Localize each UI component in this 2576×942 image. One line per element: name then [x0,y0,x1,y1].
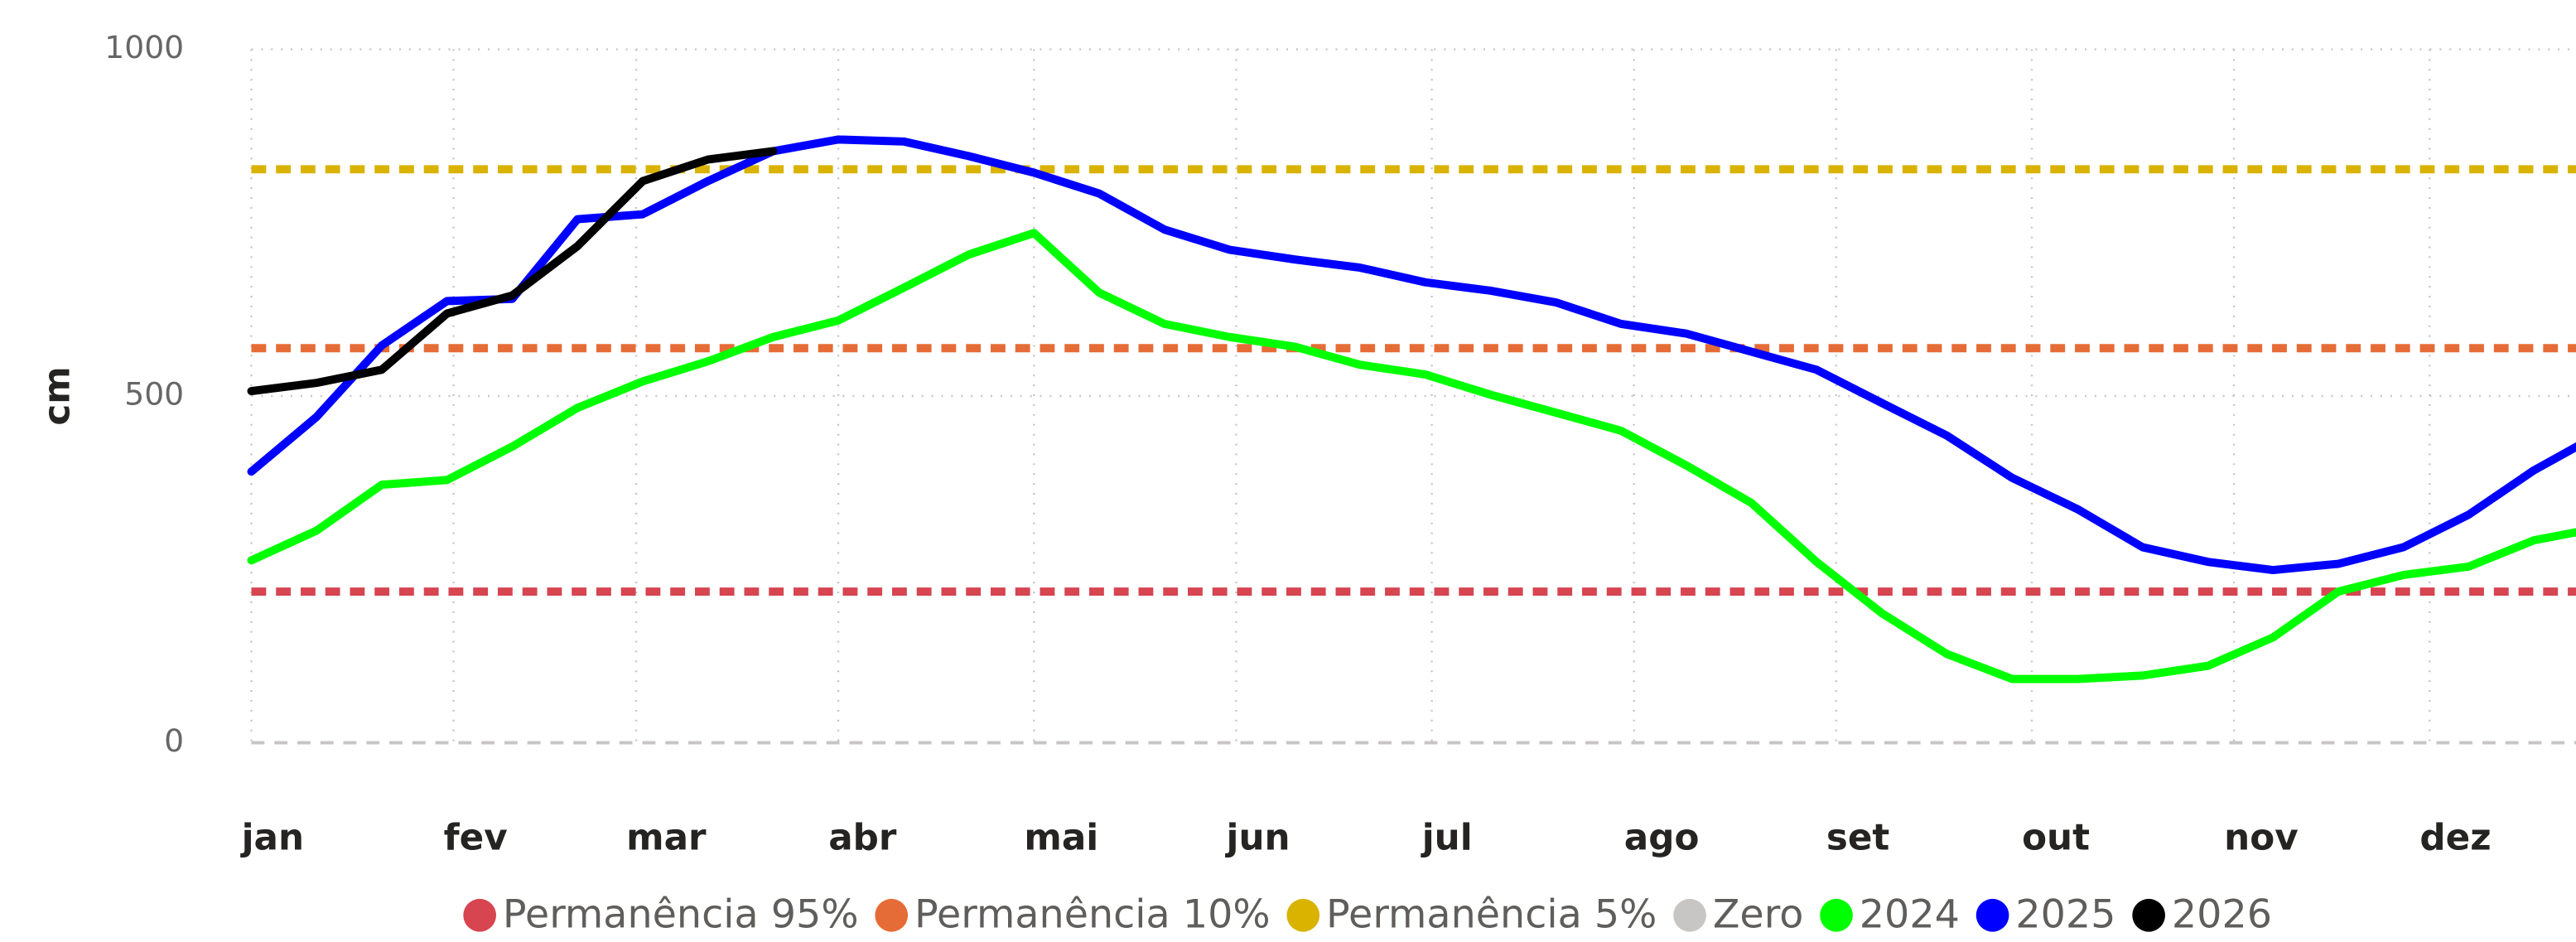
legend-label: 2024 [1860,892,1960,938]
series-line [247,229,2576,684]
x-tick-label: abr [828,818,897,859]
y-tick-label: 500 [124,376,184,413]
legend-marker [2132,898,2165,932]
legend-label: Permanência 5% [1326,892,1657,938]
legend-item: Permanência 5% [1286,892,1657,938]
legend-item: Permanência 10% [875,892,1271,938]
legend-marker [1820,898,1853,932]
legend-label: Zero [1713,892,1804,938]
x-tick-label: jun [1224,818,1290,859]
x-tick-label: nov [2224,818,2298,859]
series-line [247,135,2576,575]
legend-item: Permanência 95% [463,892,859,938]
legend-marker [1975,898,2009,932]
x-tick-label: jan [240,818,304,859]
y-tick-label: 0 [164,722,184,759]
y-axis-title: cm [36,366,78,425]
x-tick-label: mar [626,818,707,859]
legend-label: 2025 [2015,892,2115,938]
legend-item: Zero [1673,892,1803,938]
x-tick-label: dez [2419,818,2491,859]
x-tick-label: set [1826,818,1889,859]
legend-marker [1286,898,1320,932]
legend-marker [1673,898,1706,932]
legend-marker [875,898,909,932]
legend-item: 2026 [2132,892,2272,938]
legend-label: Permanência 10% [914,892,1271,938]
legend-label: Permanência 95% [503,892,859,938]
legend-item: 2024 [1820,892,1960,938]
x-tick-label: fev [444,818,508,859]
x-tick-label: jul [1421,818,1473,859]
x-tick-label: out [2022,818,2090,859]
legend-label: 2026 [2172,892,2272,938]
x-tick-label: mai [1024,818,1098,859]
legend-marker [463,898,496,932]
legend-item: 2025 [1975,892,2115,938]
x-tick-label: ago [1624,818,1700,859]
series-line [247,147,778,396]
y-tick-label: 1000 [104,29,184,65]
